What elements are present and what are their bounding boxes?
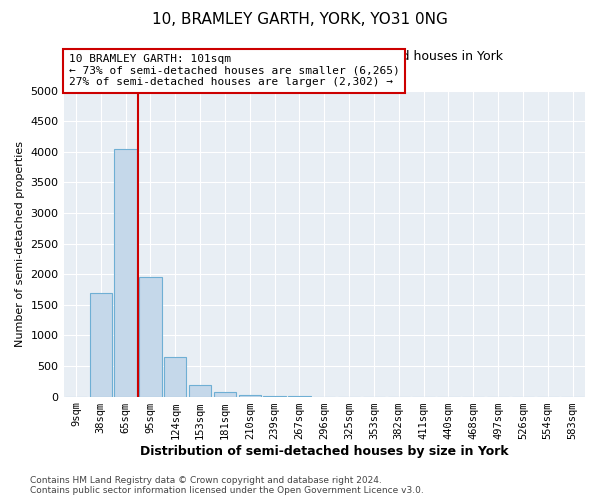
Bar (164, 358, 187, 397)
Bar (115, 148, 137, 396)
Bar (189, 385, 211, 396)
Title: Size of property relative to semi-detached houses in York: Size of property relative to semi-detach… (145, 50, 503, 63)
Y-axis label: Number of semi-detached properties: Number of semi-detached properties (15, 140, 25, 346)
Text: Contains HM Land Registry data © Crown copyright and database right 2024.
Contai: Contains HM Land Registry data © Crown c… (30, 476, 424, 495)
Bar (214, 392, 236, 396)
Text: 10 BRAMLEY GARTH: 101sqm
← 73% of semi-detached houses are smaller (6,265)
27% o: 10 BRAMLEY GARTH: 101sqm ← 73% of semi-d… (69, 54, 400, 88)
Bar (139, 277, 161, 396)
Bar (89, 292, 112, 397)
Text: 10, BRAMLEY GARTH, YORK, YO31 0NG: 10, BRAMLEY GARTH, YORK, YO31 0NG (152, 12, 448, 28)
X-axis label: Distribution of semi-detached houses by size in York: Distribution of semi-detached houses by … (140, 444, 509, 458)
